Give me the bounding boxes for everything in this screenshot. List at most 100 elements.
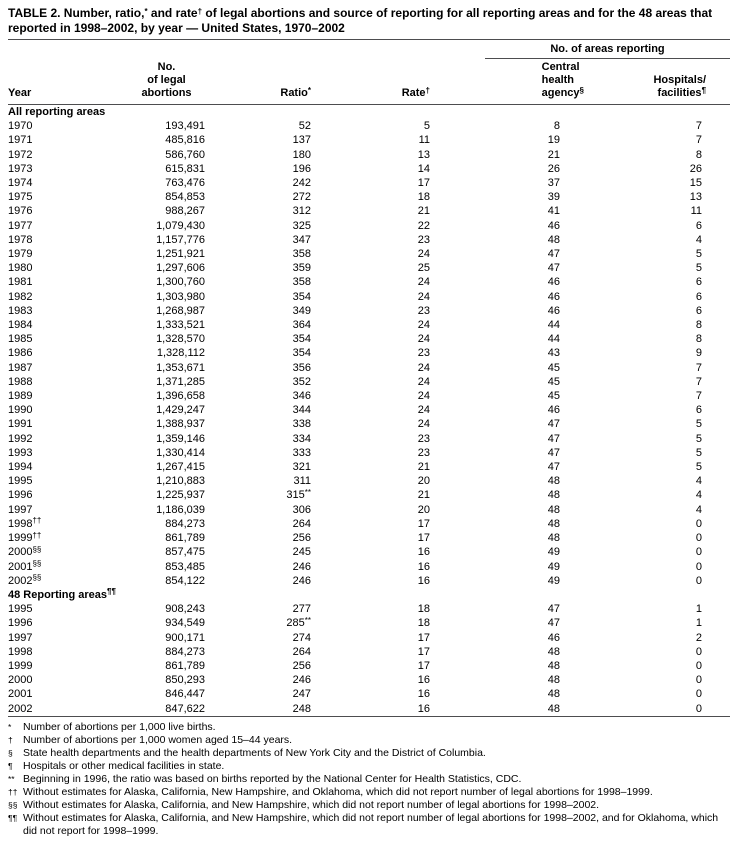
year-cell: 1975	[8, 191, 33, 204]
rate-cell: 24	[417, 319, 430, 332]
rate-cell: 23	[417, 347, 430, 360]
hospitals-facilities-cell: 6	[695, 404, 703, 417]
rate-cell: 24	[417, 248, 430, 261]
central-health-agency-cell: 47	[547, 617, 560, 630]
footnote-text: State health departments and the health …	[23, 746, 486, 759]
year-cell: 1999††	[8, 530, 42, 545]
footnote-text: Without estimates for Alaska, California…	[23, 811, 719, 837]
year-cell: 1982	[8, 290, 33, 303]
central-health-agency-cell: 47	[547, 461, 560, 474]
hospitals-facilities-cell: 4	[695, 233, 703, 246]
year-cell: 2000§§	[8, 544, 42, 559]
table-row: 1989 1,396,658 346 24 45 7	[8, 389, 730, 403]
central-health-agency-cell: 47	[547, 262, 560, 275]
legal-abortions-cell: 861,789	[165, 659, 205, 672]
hospitals-facilities-cell: 13	[689, 191, 703, 204]
footnote: ** Beginning in 1996, the ratio was based…	[8, 773, 730, 786]
column-header-row: Year No. of legal abortions Ratio* Rate† C…	[8, 59, 731, 105]
central-health-agency-cell: 46	[547, 631, 560, 644]
central-health-agency-cell: 48	[547, 475, 560, 488]
ratio-cell: 364	[292, 319, 311, 332]
legal-abortions-cell: 615,831	[165, 162, 205, 175]
year-cell: 1976	[8, 205, 33, 218]
footnote-symbol: §	[8, 747, 13, 758]
table-row: 1974 763,476 242 17 37 15	[8, 176, 730, 190]
ratio-cell: 246	[292, 560, 311, 573]
hospitals-facilities-cell: 0	[695, 560, 703, 573]
legal-abortions-cell: 1,268,987	[156, 304, 205, 317]
central-health-agency-cell: 46	[547, 304, 560, 317]
central-health-agency-cell: 19	[547, 134, 560, 147]
ratio-cell: 321	[292, 461, 311, 474]
central-health-agency-cell: 48	[547, 517, 560, 530]
year-cell: 1980	[8, 262, 33, 275]
ratio-cell: 349	[292, 304, 311, 317]
rate-cell: 17	[417, 517, 430, 530]
table-row: 1977 1,079,430 325 22 46 6	[8, 219, 730, 233]
rate-cell: 24	[417, 333, 430, 346]
group-header-cell: No. of areas reporting	[430, 40, 731, 59]
legal-abortions-cell: 1,371,285	[156, 375, 205, 388]
ratio-cell: 347	[292, 233, 311, 246]
ratio-cell: 346	[292, 390, 311, 403]
central-health-agency-cell: 48	[547, 532, 560, 545]
central-health-agency-cell: 44	[547, 333, 560, 346]
legal-abortions-cell: 1,186,039	[156, 503, 205, 516]
year-cell: 1972	[8, 148, 33, 161]
rate-cell: 17	[417, 532, 430, 545]
legal-abortions-cell: 1,330,414	[156, 446, 205, 459]
table-row: 1998†† 884,273 264 17 48 0	[8, 517, 730, 531]
ratio-cell: 338	[292, 418, 311, 431]
hospitals-facilities-cell: 5	[695, 461, 703, 474]
table-row: 1988 1,371,285 352 24 45 7	[8, 375, 730, 389]
central-health-agency-cell: 48	[547, 702, 560, 715]
table-row: 1970 193,491 52 5 8 7	[8, 119, 730, 133]
year-cell: 1984	[8, 319, 33, 332]
table-row: 1996 934,549 285** 18 47 1	[8, 616, 730, 630]
rate-cell: 17	[417, 177, 430, 190]
table-row: 1998 884,273 264 17 48 0	[8, 645, 730, 659]
table-row: 1991 1,388,937 338 24 47 5	[8, 417, 730, 431]
rate-cell: 24	[417, 390, 430, 403]
footnote-text: Number of abortions per 1,000 women aged…	[23, 733, 293, 746]
col-header-central-health-agency: Central health agency§	[430, 59, 590, 105]
hospitals-facilities-cell: 8	[695, 148, 703, 161]
legal-abortions-cell: 853,485	[165, 560, 205, 573]
ratio-cell: 277	[292, 603, 311, 616]
hospitals-facilities-cell: 0	[695, 645, 703, 658]
footnote-symbol: **	[8, 773, 15, 784]
ratio-cell: 196	[292, 162, 311, 175]
rate-cell: 16	[417, 674, 430, 687]
table-row: 1987 1,353,671 356 24 45 7	[8, 361, 730, 375]
central-health-agency-cell: 39	[547, 191, 560, 204]
section-header-row: 48 Reporting areas¶¶	[8, 588, 730, 602]
footnote-symbol: ††	[8, 786, 18, 797]
ratio-cell: 356	[292, 361, 311, 374]
table-row: 1990 1,429,247 344 24 46 6	[8, 403, 730, 417]
hospitals-facilities-cell: 0	[695, 546, 703, 559]
ratio-cell: 180	[292, 148, 311, 161]
hospitals-facilities-cell: 0	[695, 659, 703, 672]
ratio-cell: 354	[292, 290, 311, 303]
ratio-cell: 354	[292, 333, 311, 346]
table-row: 1999 861,789 256 17 48 0	[8, 659, 730, 673]
table-row: 1981 1,300,760 358 24 46 6	[8, 275, 730, 289]
central-health-agency-cell: 48	[547, 489, 560, 502]
rate-cell: 16	[417, 702, 430, 715]
legal-abortions-cell: 988,267	[165, 205, 205, 218]
central-health-agency-cell: 49	[547, 546, 560, 559]
central-health-agency-cell: 41	[547, 205, 560, 218]
legal-abortions-cell: 1,396,658	[156, 390, 205, 403]
ratio-cell: 285**	[286, 615, 311, 630]
year-cell: 1999	[8, 659, 33, 672]
year-cell: 1998	[8, 645, 33, 658]
central-health-agency-cell: 46	[547, 276, 560, 289]
table-row: 1986 1,328,112 354 23 43 9	[8, 346, 730, 360]
year-cell: 2002§§	[8, 573, 42, 587]
footnotes: * Number of abortions per 1,000 live birt…	[8, 721, 730, 838]
hospitals-facilities-cell: 7	[695, 134, 703, 147]
legal-abortions-cell: 1,353,671	[156, 361, 205, 374]
legal-abortions-cell: 1,210,883	[156, 475, 205, 488]
legal-abortions-cell: 1,300,760	[156, 276, 205, 289]
